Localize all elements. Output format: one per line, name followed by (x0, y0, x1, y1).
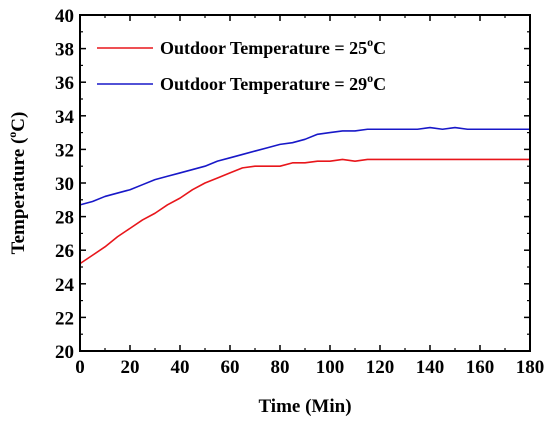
x-tick-label: 60 (221, 357, 240, 378)
y-tick-label: 20 (55, 342, 74, 363)
y-axis-label: Temperature (oC) (5, 112, 29, 255)
x-tick-label: 100 (316, 357, 345, 378)
axis-tick-labels: 0 20 40 60 80 100 120 140 160 1802022242628303234… (55, 6, 544, 378)
y-tick-label: 30 (55, 174, 74, 195)
y-axis-label-superscript: o (5, 132, 19, 138)
x-tick-label: 120 (366, 357, 395, 378)
x-tick-label: 20 (121, 357, 140, 378)
series-line-2 (79, 126, 530, 206)
y-tick-label: 32 (55, 140, 74, 161)
x-tick-label: 160 (466, 357, 495, 378)
y-tick-label: 28 (55, 208, 74, 229)
x-tick-label: 0 (75, 357, 85, 378)
x-tick-label: 140 (416, 357, 445, 378)
series-line-1 (79, 158, 530, 265)
axis-ticks (79, 14, 531, 352)
series-layer (79, 126, 530, 265)
y-tick-label: 36 (55, 73, 74, 94)
y-axis-label-main: Temperature ( (8, 138, 29, 255)
legend-label-series-1: Outdoor Temperature = 25oC (160, 35, 386, 58)
y-tick-label: 40 (55, 6, 74, 27)
y-tick-label: 24 (55, 275, 75, 296)
x-tick-label: 40 (171, 357, 190, 378)
x-axis-label: Time (Min) (258, 396, 351, 417)
legend-label-series-2: Outdoor Temperature = 29oC (160, 71, 386, 94)
y-tick-label: 38 (55, 40, 74, 61)
y-tick-label: 22 (55, 308, 74, 329)
y-tick-label: 26 (55, 241, 74, 262)
x-tick-label: 80 (271, 357, 290, 378)
legend: Outdoor Temperature = 25oC Outdoor Tempe… (97, 35, 386, 94)
x-tick-label: 180 (516, 357, 545, 378)
y-tick-label: 34 (55, 107, 75, 128)
y-axis-label-tail: C) (8, 112, 29, 132)
